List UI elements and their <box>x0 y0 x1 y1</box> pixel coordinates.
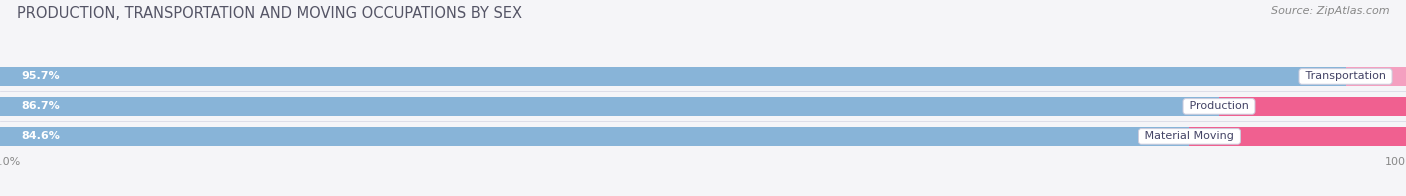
Text: Source: ZipAtlas.com: Source: ZipAtlas.com <box>1271 6 1389 16</box>
Text: Material Moving: Material Moving <box>1142 131 1237 141</box>
Bar <box>0 67 1346 86</box>
Text: Production: Production <box>1185 101 1253 112</box>
Text: 84.6%: 84.6% <box>21 131 60 141</box>
Bar <box>0 127 1406 146</box>
Bar <box>0 67 1406 86</box>
Bar <box>1189 127 1406 146</box>
Bar <box>1219 97 1406 116</box>
Text: Transportation: Transportation <box>1302 72 1389 82</box>
Legend: Male, Female: Male, Female <box>644 195 762 196</box>
Bar <box>0 127 1189 146</box>
Bar <box>0 97 1406 116</box>
Text: 86.7%: 86.7% <box>21 101 60 112</box>
Bar <box>0 97 1219 116</box>
Bar <box>1346 67 1406 86</box>
Text: 95.7%: 95.7% <box>21 72 59 82</box>
Text: PRODUCTION, TRANSPORTATION AND MOVING OCCUPATIONS BY SEX: PRODUCTION, TRANSPORTATION AND MOVING OC… <box>17 6 522 21</box>
